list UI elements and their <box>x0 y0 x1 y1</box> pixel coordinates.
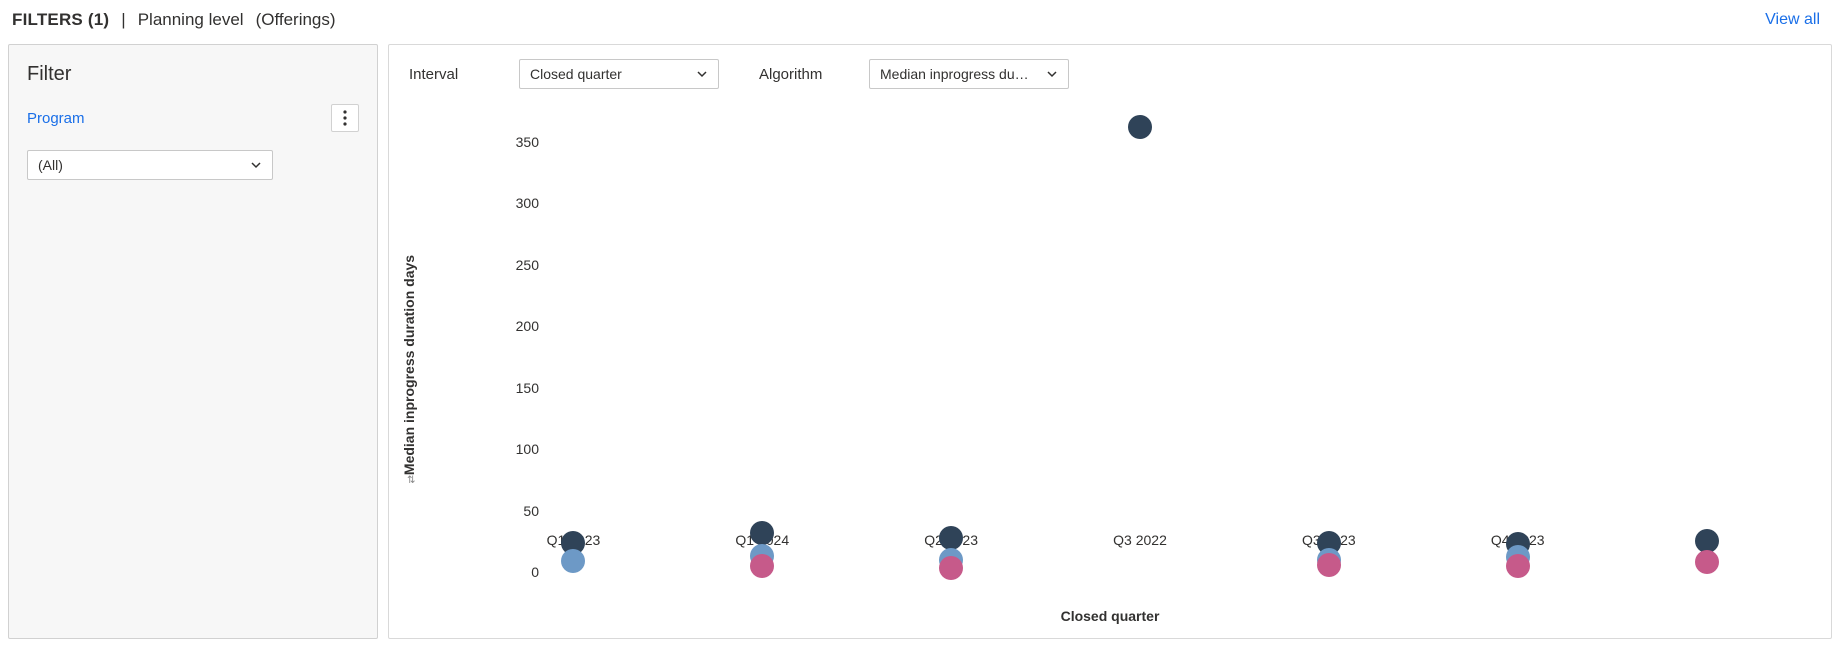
filter-panel: Filter Program (All) <box>8 44 378 639</box>
chart-point[interactable] <box>750 521 774 545</box>
controls-row: Interval Closed quarter Algorithm Median… <box>409 59 1811 89</box>
filter-field-row: Program <box>27 104 359 132</box>
filter-panel-title: Filter <box>27 63 359 86</box>
view-all-link[interactable]: View all <box>1765 11 1820 29</box>
filters-count-label[interactable]: FILTERS (1) <box>12 10 109 30</box>
chart-area: Median inprogress duration days ⇅ Closed… <box>409 105 1811 624</box>
interval-select-value: Closed quarter <box>530 66 622 82</box>
y-tick-label: 100 <box>516 441 539 457</box>
chevron-down-icon <box>1046 68 1058 80</box>
algorithm-select[interactable]: Median inprogress durati… <box>869 59 1069 89</box>
chart-panel: Interval Closed quarter Algorithm Median… <box>388 44 1832 639</box>
filter-more-button[interactable] <box>331 104 359 132</box>
y-tick-label: 350 <box>516 134 539 150</box>
algorithm-label: Algorithm <box>759 66 829 83</box>
y-axis-title: Median inprogress duration days <box>401 254 417 474</box>
chevron-down-icon <box>250 159 262 171</box>
chart-point[interactable] <box>750 554 774 578</box>
y-tick-label: 200 <box>516 318 539 334</box>
chart-point[interactable] <box>939 526 963 550</box>
kebab-icon <box>343 110 347 126</box>
chart-point[interactable] <box>561 549 585 573</box>
x-tick-label: Q3 2022 <box>1113 532 1167 548</box>
chart-point[interactable] <box>1506 554 1530 578</box>
y-tick-label: 150 <box>516 380 539 396</box>
y-tick-label: 300 <box>516 195 539 211</box>
y-tick-label: 50 <box>523 503 539 519</box>
body-row: Filter Program (All) Interval Closed qua… <box>0 44 1840 639</box>
chart-point[interactable] <box>1128 115 1152 139</box>
y-tick-label: 250 <box>516 257 539 273</box>
algorithm-select-value: Median inprogress durati… <box>880 66 1030 82</box>
interval-label: Interval <box>409 66 479 83</box>
x-axis-title: Closed quarter <box>1061 608 1160 624</box>
y-axis-sort-icon: ⇅ <box>407 475 415 486</box>
chart-point[interactable] <box>1317 553 1341 577</box>
topbar-divider: | <box>121 10 125 30</box>
topbar-left: FILTERS (1) | Planning level (Offerings) <box>12 10 336 30</box>
program-select-value: (All) <box>38 157 63 173</box>
plot-region[interactable]: 050100150200250300350Q1 2023Q1 2024Q2 20… <box>479 105 1801 572</box>
planning-level-label: Planning level <box>138 10 244 30</box>
chart-point[interactable] <box>1695 550 1719 574</box>
program-select[interactable]: (All) <box>27 150 273 180</box>
chart-point[interactable] <box>939 556 963 580</box>
program-field-label[interactable]: Program <box>27 110 85 127</box>
y-tick-label: 0 <box>531 564 539 580</box>
chevron-down-icon <box>696 68 708 80</box>
planning-level-value: (Offerings) <box>256 10 336 30</box>
topbar: FILTERS (1) | Planning level (Offerings)… <box>0 0 1840 44</box>
interval-select[interactable]: Closed quarter <box>519 59 719 89</box>
